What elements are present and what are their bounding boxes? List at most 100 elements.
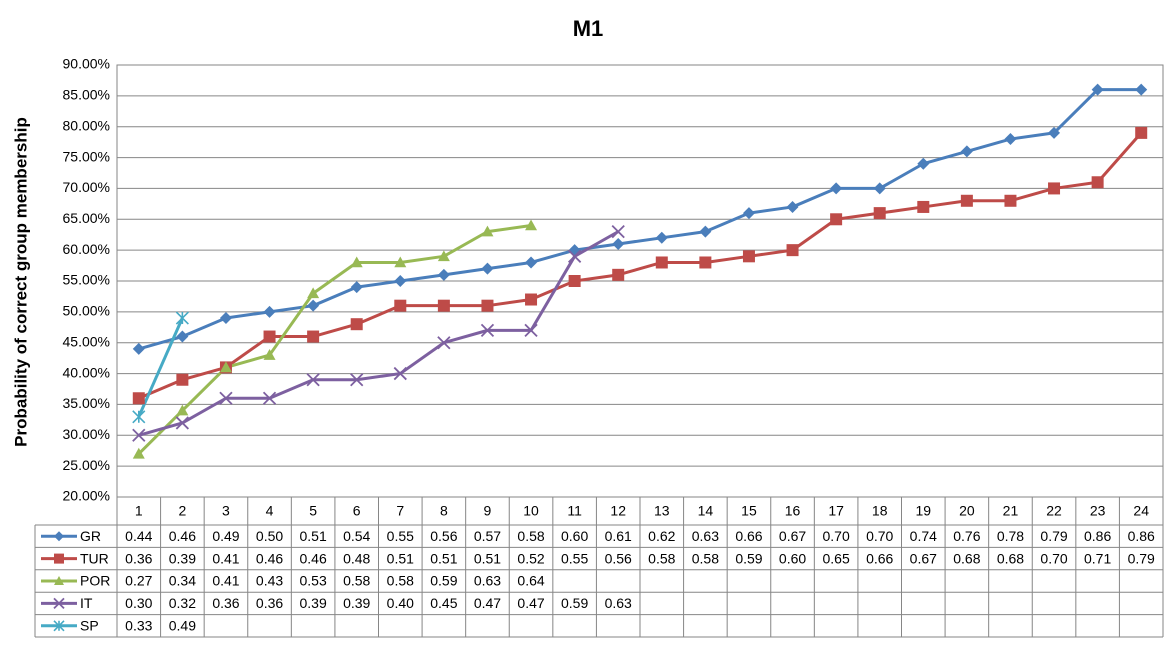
point — [132, 342, 145, 355]
table-value: 0.55 — [561, 550, 588, 566]
table-value: 0.70 — [823, 528, 850, 544]
table-value: 0.64 — [517, 573, 544, 589]
table-value: 0.49 — [212, 528, 239, 544]
point — [742, 250, 755, 263]
table-value: 0.78 — [997, 528, 1024, 544]
legend-label: SP — [80, 618, 99, 634]
x-tick-label: 16 — [785, 503, 801, 519]
table-value: 0.63 — [692, 528, 719, 544]
x-tick-label: 24 — [1133, 503, 1149, 519]
table-value: 0.59 — [561, 595, 588, 611]
point — [1091, 83, 1104, 96]
point — [481, 262, 494, 275]
point — [1004, 194, 1017, 207]
point — [612, 237, 625, 250]
x-tick-label: 5 — [309, 503, 317, 519]
table-value: 0.86 — [1084, 528, 1111, 544]
point — [393, 366, 407, 381]
y-tick-label: 90.00% — [63, 56, 110, 72]
point — [699, 256, 712, 269]
y-tick-label: 20.00% — [63, 488, 110, 504]
point — [917, 200, 930, 213]
table-value: 0.79 — [1040, 528, 1067, 544]
table-value: 0.58 — [692, 550, 719, 566]
point — [1004, 133, 1017, 146]
x-tick-label: 10 — [523, 503, 539, 519]
x-tick-label: 20 — [959, 503, 975, 519]
point — [873, 182, 886, 195]
point — [611, 224, 625, 239]
point — [525, 293, 538, 306]
table-value: 0.44 — [125, 528, 152, 544]
y-tick-label: 70.00% — [63, 179, 110, 195]
y-tick-label: 65.00% — [63, 210, 110, 226]
x-tick-label: 8 — [440, 503, 448, 519]
point — [437, 299, 450, 312]
point — [350, 318, 363, 331]
legend-label: POR — [80, 573, 110, 589]
point — [830, 213, 843, 226]
point — [655, 256, 668, 269]
point — [263, 349, 276, 360]
point — [830, 182, 843, 195]
point — [873, 207, 886, 220]
point — [350, 281, 363, 294]
x-tick-label: 18 — [872, 503, 888, 519]
point — [307, 287, 320, 299]
table-value: 0.58 — [343, 573, 370, 589]
table-value: 0.58 — [387, 573, 414, 589]
table-value: 0.27 — [125, 573, 152, 589]
x-tick-label: 11 — [567, 503, 582, 519]
table-value: 0.48 — [343, 550, 370, 566]
y-tick-label: 40.00% — [63, 364, 110, 380]
table-value: 0.53 — [300, 573, 327, 589]
table-value: 0.63 — [474, 573, 501, 589]
point — [525, 219, 538, 231]
point — [176, 373, 189, 386]
x-tick-label: 1 — [135, 503, 143, 519]
table-value: 0.79 — [1128, 550, 1155, 566]
y-tick-label: 35.00% — [63, 395, 110, 411]
y-tick-label: 85.00% — [63, 87, 110, 103]
y-tick-label: 30.00% — [63, 426, 110, 442]
point — [481, 299, 494, 312]
table-value: 0.59 — [735, 550, 762, 566]
table-value: 0.57 — [474, 528, 501, 544]
point — [219, 391, 233, 405]
point — [612, 268, 625, 281]
table-value: 0.46 — [300, 550, 327, 566]
legend-marker — [54, 553, 64, 564]
y-tick-label: 55.00% — [63, 272, 110, 288]
x-tick-label: 13 — [654, 503, 670, 519]
point — [437, 268, 450, 281]
point — [176, 404, 189, 416]
point — [481, 225, 494, 237]
y-tick-label: 75.00% — [63, 148, 110, 164]
x-tick-label: 7 — [396, 503, 404, 519]
table-value: 0.41 — [212, 550, 239, 566]
table-value: 0.50 — [256, 528, 283, 544]
legend-label: GR — [80, 528, 101, 544]
point — [1135, 126, 1148, 139]
series-line — [138, 131, 1143, 400]
point — [350, 256, 363, 268]
x-tick-label: 21 — [1003, 503, 1019, 519]
point — [1048, 126, 1061, 139]
legend-marker — [53, 597, 65, 610]
point — [262, 391, 277, 405]
table-value: 0.62 — [648, 528, 675, 544]
chart-title: M1 — [573, 16, 604, 41]
legend-marker — [53, 620, 65, 632]
table-value: 0.56 — [430, 528, 457, 544]
table-value: 0.30 — [125, 595, 152, 611]
x-tick-label: 22 — [1046, 503, 1062, 519]
point — [175, 416, 190, 430]
x-tick-label: 6 — [353, 503, 361, 519]
point — [175, 311, 189, 325]
table-value: 0.39 — [300, 595, 327, 611]
table-value: 0.46 — [169, 528, 196, 544]
x-tick-label: 9 — [484, 503, 492, 519]
table-value: 0.34 — [169, 573, 196, 589]
